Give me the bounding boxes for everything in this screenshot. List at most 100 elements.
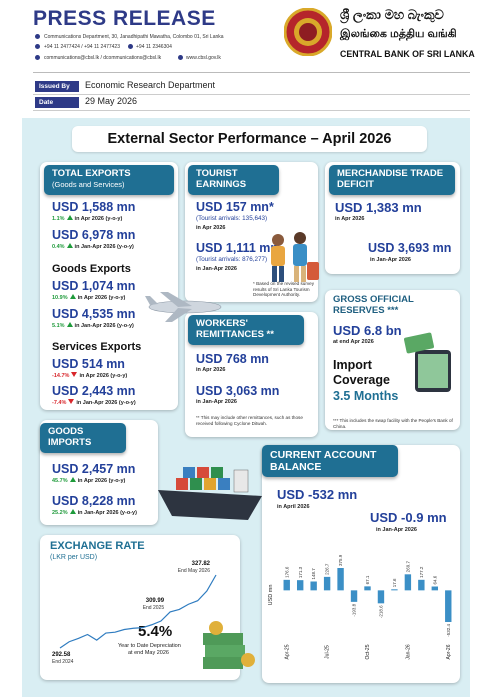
bank-sinhala: ශ්‍රී ලංකා මහ බැංකුව — [340, 7, 444, 22]
period: in April 2026 — [277, 504, 310, 510]
period: in Jan-Apr 2026 — [376, 527, 417, 533]
card-heading: GROSS OFFICIAL RESERVES *** — [333, 294, 414, 316]
value: USD 6,978 mn — [52, 228, 136, 242]
email: communications@cbsl.lk / dcommunications… — [44, 55, 162, 61]
card-heading: TOURIST EARNINGS — [188, 165, 279, 195]
value-label: 269.7 — [405, 561, 410, 573]
period: in Jan-Apr 2026 — [196, 399, 237, 405]
change-line: -7.4% in Jan-Apr 2026 (y-o-y) — [52, 399, 136, 406]
change-line: 5.1% in Jan-Apr 2026 (y-o-y) — [52, 322, 134, 329]
value: USD 1,588 mn — [52, 200, 136, 214]
change: 5.1% — [52, 323, 75, 329]
bar — [310, 581, 317, 591]
value-label: 67.1 — [365, 575, 370, 584]
value-label: 226.7 — [325, 563, 330, 575]
value: USD 4,535 mn — [52, 307, 136, 321]
card-heading: GOODS IMPORTS — [40, 423, 126, 453]
card-tab: TOTAL EXPORTS (Goods and Services) — [44, 165, 174, 195]
point-label: End 2025 — [143, 605, 165, 611]
ship — [158, 467, 262, 520]
value-label: 176.6 — [284, 566, 289, 578]
change: 1.1% — [52, 216, 75, 222]
address: Communications Department, 30, Janadhipa… — [44, 34, 224, 40]
plane — [145, 292, 222, 322]
period: in Apr 2026 (y-o-y) — [77, 478, 126, 484]
change: 10.9% — [52, 295, 78, 301]
bank-logo — [284, 8, 332, 56]
point-label: End May 2026 — [178, 568, 210, 574]
value-label: 177.2 — [419, 566, 424, 578]
card-heading: WORKERS' REMITTANCES ** — [188, 315, 304, 345]
x-tick-label: Jan-26 — [405, 644, 411, 660]
period: in Jan-Apr 2026 (y-o-y) — [74, 323, 134, 329]
value-label: 148.7 — [311, 568, 316, 580]
footnote: ** This may include other remittances, s… — [196, 415, 303, 426]
period: in Apr 2026 — [196, 367, 226, 373]
coverage: 3.5 Months — [333, 389, 399, 403]
arrivals: (Tourist arrivals: 135,643) — [196, 215, 268, 222]
change-line: -14.7% in Apr 2026 (y-o-y) — [52, 372, 127, 379]
value-label: -532.4 — [446, 624, 451, 637]
period: in Apr 2026 (y-o-y) — [74, 216, 123, 222]
phone: +94 11 2477424 / +94 11 2477423 — [44, 44, 120, 50]
x-tick-label: Jul-25 — [325, 645, 331, 659]
period: in Apr 2026 — [335, 216, 365, 222]
depreciation-label: Year to Date Depreciation — [118, 643, 181, 649]
footnote: *** This includes the swap facility with… — [333, 418, 453, 429]
card-heading: MERCHANDISE TRADE DEFICIT — [329, 165, 455, 195]
bar — [431, 586, 439, 591]
value: USD -532 mn — [277, 487, 358, 502]
fax: +94 11 2346304 — [136, 44, 172, 50]
website: www.cbsl.gov.lk — [186, 55, 221, 61]
card-subheading: (Goods and Services) — [52, 179, 125, 189]
card-heading: CURRENT ACCOUNT BALANCE — [262, 445, 398, 477]
period: in Apr 2026 — [196, 225, 226, 231]
value-label: 171.3 — [298, 566, 303, 578]
issued-by: Economic Research Department — [85, 80, 216, 90]
bar — [283, 579, 290, 591]
card-heading: TOTAL EXPORTS — [52, 168, 131, 179]
rule — [33, 72, 470, 73]
value-label: -193.8 — [352, 603, 357, 616]
y-axis-label: USD mn — [268, 585, 274, 606]
value: USD 1,074 mn — [52, 279, 136, 293]
change: 45.7% — [52, 478, 78, 484]
bar — [337, 568, 344, 591]
bar — [391, 589, 398, 591]
x-tick-label: Apr-26 — [446, 644, 452, 659]
value: USD 2,457 mn — [52, 462, 136, 476]
subheading: Goods Exports — [52, 263, 131, 275]
value: USD 6.8 bn — [333, 323, 402, 338]
change-line: 1.1% in Apr 2026 (y-o-y) — [52, 215, 122, 222]
value: USD 8,228 mn — [52, 494, 136, 508]
line — [59, 574, 217, 649]
icon — [128, 44, 133, 49]
bar — [418, 579, 425, 591]
rule — [33, 110, 470, 111]
card-heading: EXCHANGE RATE — [50, 540, 145, 552]
bank-english: CENTRAL BANK OF SRI LANKA — [340, 49, 475, 59]
point-label: End 2024 — [52, 659, 74, 665]
card-subheading: (LKR per USD) — [50, 554, 98, 561]
period: in Jan-Apr 2026 (y-o-y) — [77, 510, 137, 516]
bar — [350, 590, 358, 602]
value-label: 309.99 — [146, 598, 165, 604]
icon — [35, 44, 40, 49]
value: USD 768 mn — [196, 352, 269, 366]
date-label: Date — [35, 97, 79, 108]
change-line: 45.7% in Apr 2026 (y-o-y) — [52, 477, 125, 484]
rule — [33, 94, 470, 95]
bar — [364, 586, 371, 591]
depreciation-label: at end May 2026 — [128, 650, 169, 656]
value: USD -0.9 mn — [370, 510, 447, 525]
value: USD 3,063 mn — [196, 384, 280, 398]
logo-core — [299, 23, 317, 41]
subheading: Services Exports — [52, 341, 142, 353]
footnote: * Based on the revised survey results of… — [253, 281, 315, 298]
change-line: 25.2% in Jan-Apr 2026 (y-o-y) — [52, 509, 137, 516]
period: in Jan-Apr 2026 — [370, 257, 411, 263]
bar — [404, 574, 412, 591]
depreciation: 5.4% — [138, 623, 173, 640]
